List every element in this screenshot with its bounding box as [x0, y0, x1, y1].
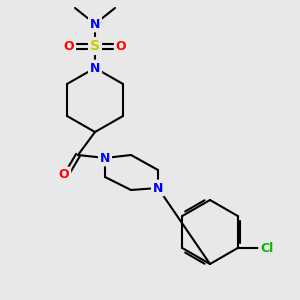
Text: O: O [116, 40, 126, 52]
Text: Cl: Cl [260, 242, 273, 254]
Text: S: S [90, 39, 100, 53]
Text: N: N [90, 17, 100, 31]
Text: N: N [153, 182, 163, 194]
Text: O: O [64, 40, 74, 52]
Text: N: N [90, 61, 100, 74]
Text: O: O [59, 169, 69, 182]
Text: N: N [100, 152, 110, 164]
